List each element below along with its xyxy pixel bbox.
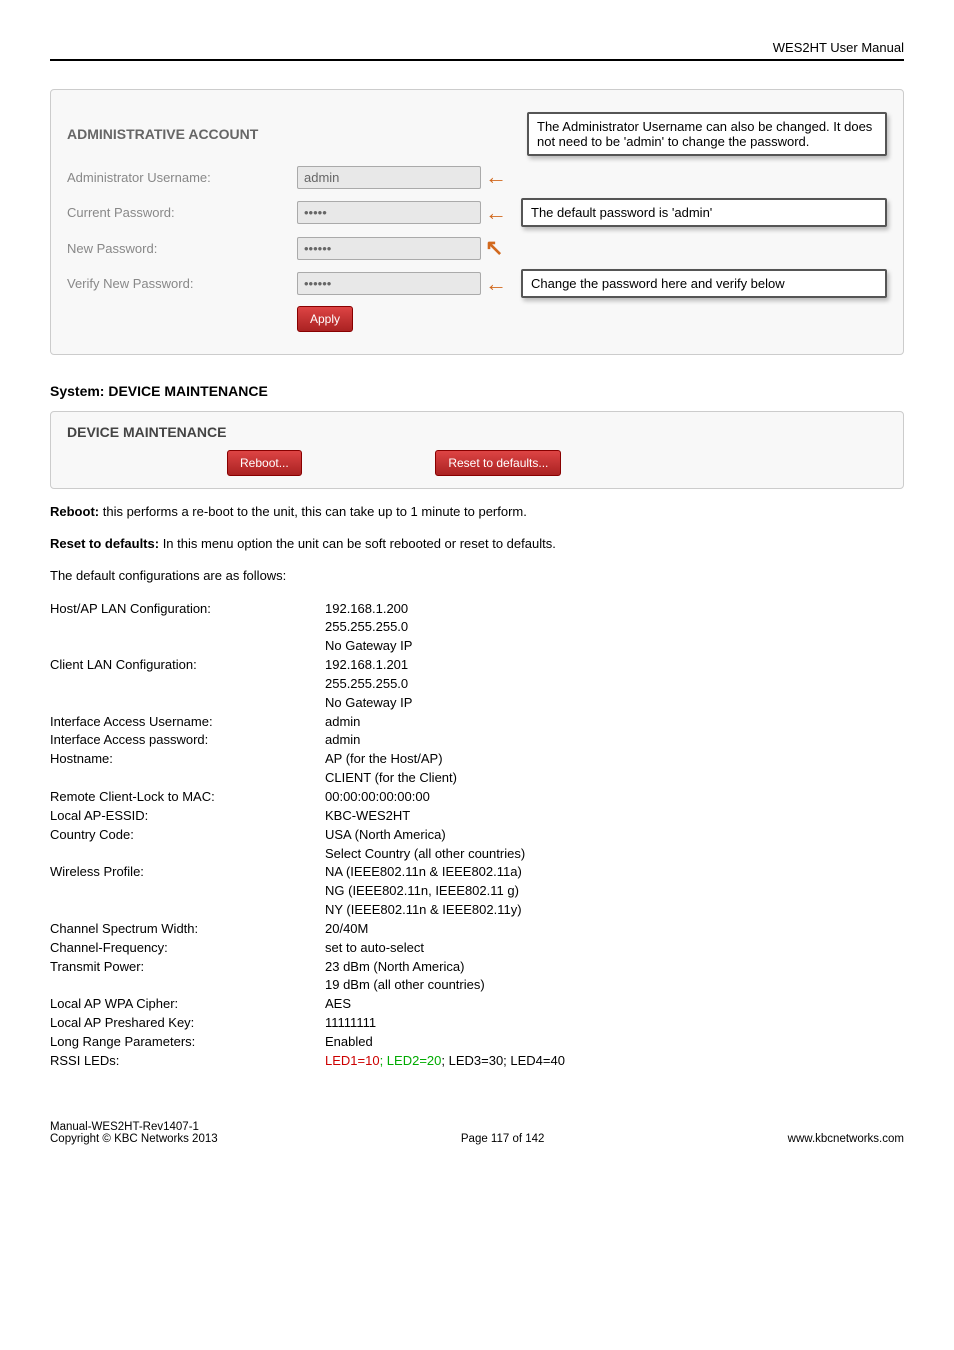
cfg-label: Channel-Frequency: [50,939,325,958]
cfg-value: AES [325,995,351,1014]
callout-change-pw: Change the password here and verify belo… [521,269,887,298]
cfg-label: Host/AP LAN Configuration: [50,600,325,619]
rssi-led1: LED1=10 [325,1053,380,1068]
cfg-value: 11111111 [325,1014,376,1033]
cfg-label: Long Range Parameters: [50,1033,325,1052]
cfg-value: admin [325,731,360,750]
reset-text: In this menu option the unit can be soft… [159,536,556,551]
cfg-value: 192.168.1.201 [325,656,408,675]
cfg-value: 19 dBm (all other countries) [325,976,485,995]
cfg-value: NY (IEEE802.11n & IEEE802.11y) [325,901,522,920]
default-config-table: Host/AP LAN Configuration:192.168.1.200 … [50,600,904,1071]
admin-account-panel: ADMINISTRATIVE ACCOUNT The Administrator… [50,89,904,355]
cfg-label: RSSI LEDs: [50,1052,325,1071]
cfg-value: admin [325,713,360,732]
rssi-led2: ; LED2=20 [380,1053,442,1068]
apply-button[interactable]: Apply [297,306,353,332]
footer-page-number: Page 117 of 142 [461,1133,545,1145]
cfg-value: 255.255.255.0 [325,675,408,694]
arrow-icon: ← [485,200,507,226]
cfg-value: 00:00:00:00:00:00 [325,788,430,807]
cfg-label: Interface Access password: [50,731,325,750]
cfg-label: Channel Spectrum Width: [50,920,325,939]
admin-account-title: ADMINISTRATIVE ACCOUNT [67,126,258,142]
cfg-value: 20/40M [325,920,368,939]
cfg-label: Wireless Profile: [50,863,325,882]
new-password-input[interactable]: •••••• [297,237,481,260]
cfg-label: Hostname: [50,750,325,769]
cfg-value: Enabled [325,1033,373,1052]
page-footer: Manual-WES2HT-Rev1407-1 Copyright © KBC … [50,1121,904,1145]
current-password-input[interactable]: ••••• [297,201,481,224]
reset-paragraph: Reset to defaults: In this menu option t… [50,535,904,553]
callout-username: The Administrator Username can also be c… [527,112,887,156]
verify-password-input[interactable]: •••••• [297,272,481,295]
cfg-value: 192.168.1.200 [325,600,408,619]
verify-password-label: Verify New Password: [67,276,297,291]
cfg-value: LED1=10; LED2=20; LED3=30; LED4=40 [325,1052,565,1071]
admin-username-input[interactable]: admin [297,166,481,189]
defaults-intro: The default configurations are as follow… [50,567,904,585]
rssi-rest: ; LED3=30; LED4=40 [441,1053,565,1068]
reboot-text: this performs a re-boot to the unit, thi… [99,504,527,519]
cfg-value: 23 dBm (North America) [325,958,464,977]
cfg-label: Transmit Power: [50,958,325,977]
cfg-value: 255.255.255.0 [325,618,408,637]
cfg-label: Remote Client-Lock to MAC: [50,788,325,807]
reboot-paragraph: Reboot: this performs a re-boot to the u… [50,503,904,521]
admin-username-label: Administrator Username: [67,170,297,185]
cfg-label: Local AP-ESSID: [50,807,325,826]
cfg-value: AP (for the Host/AP) [325,750,443,769]
cfg-value: NG (IEEE802.11n, IEEE802.11 g) [325,882,519,901]
reset-defaults-button[interactable]: Reset to defaults... [435,450,561,476]
cfg-value: No Gateway IP [325,694,412,713]
footer-url: www.kbcnetworks.com [788,1133,904,1145]
arrow-icon: ← [485,164,507,190]
cfg-value: USA (North America) [325,826,446,845]
page-header: WES2HT User Manual [50,40,904,61]
cfg-label: Local AP Preshared Key: [50,1014,325,1033]
cfg-value: CLIENT (for the Client) [325,769,457,788]
device-maintenance-title: DEVICE MAINTENANCE [67,424,887,440]
device-maintenance-panel: DEVICE MAINTENANCE Reboot... Reset to de… [50,411,904,489]
callout-default-pw: The default password is 'admin' [521,198,887,227]
cfg-value: set to auto-select [325,939,424,958]
device-maintenance-heading: System: DEVICE MAINTENANCE [50,383,904,399]
arrow-icon: ↖ [485,235,503,261]
cfg-value: KBC-WES2HT [325,807,410,826]
cfg-label: Local AP WPA Cipher: [50,995,325,1014]
cfg-value: Select Country (all other countries) [325,845,525,864]
reboot-button[interactable]: Reboot... [227,450,302,476]
cfg-label: Interface Access Username: [50,713,325,732]
footer-copyright: Copyright © KBC Networks 2013 [50,1133,218,1145]
cfg-label: Country Code: [50,826,325,845]
cfg-value: No Gateway IP [325,637,412,656]
new-password-label: New Password: [67,241,297,256]
current-password-label: Current Password: [67,205,297,220]
cfg-label: Client LAN Configuration: [50,656,325,675]
footer-manual-rev: Manual-WES2HT-Rev1407-1 [50,1121,218,1133]
arrow-icon: ← [485,271,507,297]
cfg-value: NA (IEEE802.11n & IEEE802.11a) [325,863,522,882]
